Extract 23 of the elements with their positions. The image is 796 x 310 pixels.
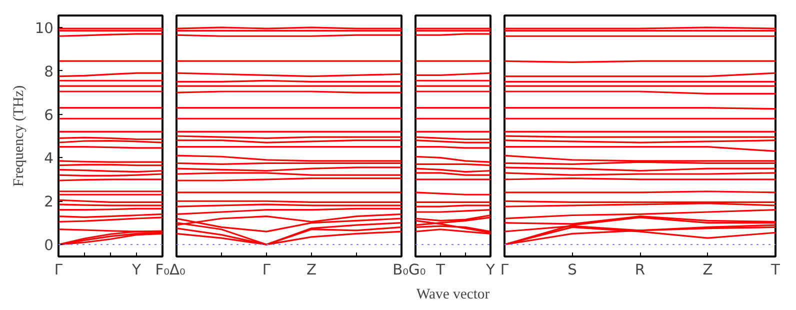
y-tick-label: 0 <box>44 237 54 254</box>
x-tick-label: Z <box>306 262 317 278</box>
x-tick-label: Z <box>702 262 713 278</box>
x-tick-label: G₀ <box>408 262 426 278</box>
x-tick-label: B₀ <box>392 262 409 278</box>
x-tick-label: T <box>770 262 780 278</box>
y-axis-title: Frequency (THz) <box>10 85 27 187</box>
x-tick-label: R <box>634 262 646 278</box>
x-tick-label: T <box>435 262 446 278</box>
x-tick-label: Γ <box>262 262 272 278</box>
x-tick-label: Γ <box>54 262 64 278</box>
x-tick-label: Δ₀ <box>170 262 186 278</box>
x-tick-label: Y <box>485 262 496 278</box>
y-tick-label: 2 <box>44 194 54 211</box>
y-tick-label: 4 <box>44 150 54 168</box>
x-tick-label: Γ <box>500 262 510 278</box>
x-tick-label: F₀ <box>155 262 170 278</box>
x-tick-label: S <box>568 262 577 278</box>
x-axis-title: Wave vector <box>416 286 490 302</box>
y-tick-label: 6 <box>44 106 54 124</box>
x-tick-label: Y <box>131 262 142 278</box>
y-tick-label: 8 <box>44 63 54 80</box>
y-tick-label: 10 <box>34 20 54 37</box>
